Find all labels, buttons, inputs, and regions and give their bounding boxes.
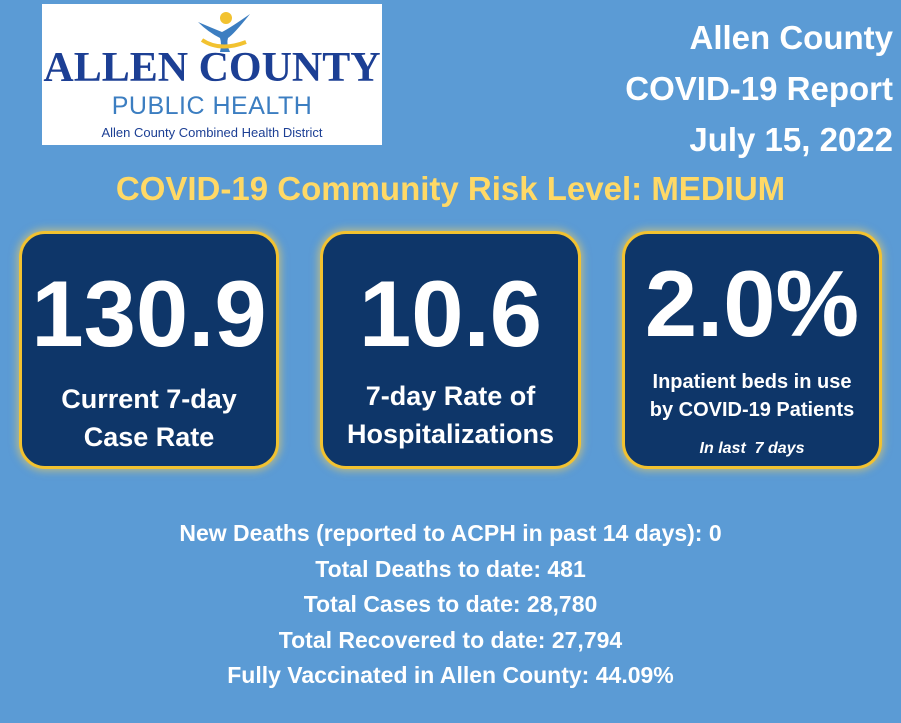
hospitalization-rate-label-line1: 7-day Rate of [365,381,536,411]
inpatient-beds-note: In last 7 days [699,440,805,457]
hospitalization-rate-card: 10.6 7-day Rate of Hospitalizations [320,231,581,469]
report-header: Allen County COVID-19 Report July 15, 20… [563,12,893,165]
case-rate-card: 130.9 Current 7-day Case Rate [19,231,279,469]
case-rate-label: Current 7-day Case Rate [22,380,276,456]
risk-level-heading: COVID-19 Community Risk Level: MEDIUM [115,170,786,207]
report-title: COVID-19 Report [625,70,893,107]
case-rate-value: 130.9 [31,261,267,366]
inpatient-beds-label: Inpatient beds in use by COVID-19 Patien… [625,368,879,424]
hospitalization-rate-value: 10.6 [359,261,542,366]
logo: ALLEN COUNTY PUBLIC HEALTH Allen County … [42,4,382,145]
person-figure-icon [198,12,250,52]
report-date: July 15, 2022 [689,121,893,158]
logo-title: ALLEN COUNTY [43,45,381,91]
logo-subtitle: PUBLIC HEALTH [111,92,313,120]
case-rate-label-line1: Current 7-day [61,384,237,414]
total-cases-stat: Total Cases to date: 28,780 [303,591,598,617]
new-deaths-stat: New Deaths (reported to ACPH in past 14 … [179,520,722,546]
total-recovered-stat: Total Recovered to date: 27,794 [278,626,623,653]
inpatient-beds-label-line2: by COVID-19 Patients [649,399,855,421]
inpatient-beds-label-line1: Inpatient beds in use [652,371,852,393]
inpatient-beds-value: 2.0% [644,251,860,356]
inpatient-beds-card: 2.0% Inpatient beds in use by COVID-19 P… [622,231,882,469]
logo-district: Allen County Combined Health District [101,125,323,140]
hospitalization-rate-label-line2: Hospitalizations [346,419,555,449]
fully-vaccinated-stat: Fully Vaccinated in Allen County: 44.09% [227,662,674,688]
case-rate-label-line2: Case Rate [83,422,215,452]
hospitalization-rate-label: 7-day Rate of Hospitalizations [323,377,578,453]
summary-stats: New Deaths (reported to ACPH in past 14 … [0,516,901,694]
total-deaths-stat: Total Deaths to date: 481 [315,555,586,582]
report-county: Allen County [689,19,894,56]
